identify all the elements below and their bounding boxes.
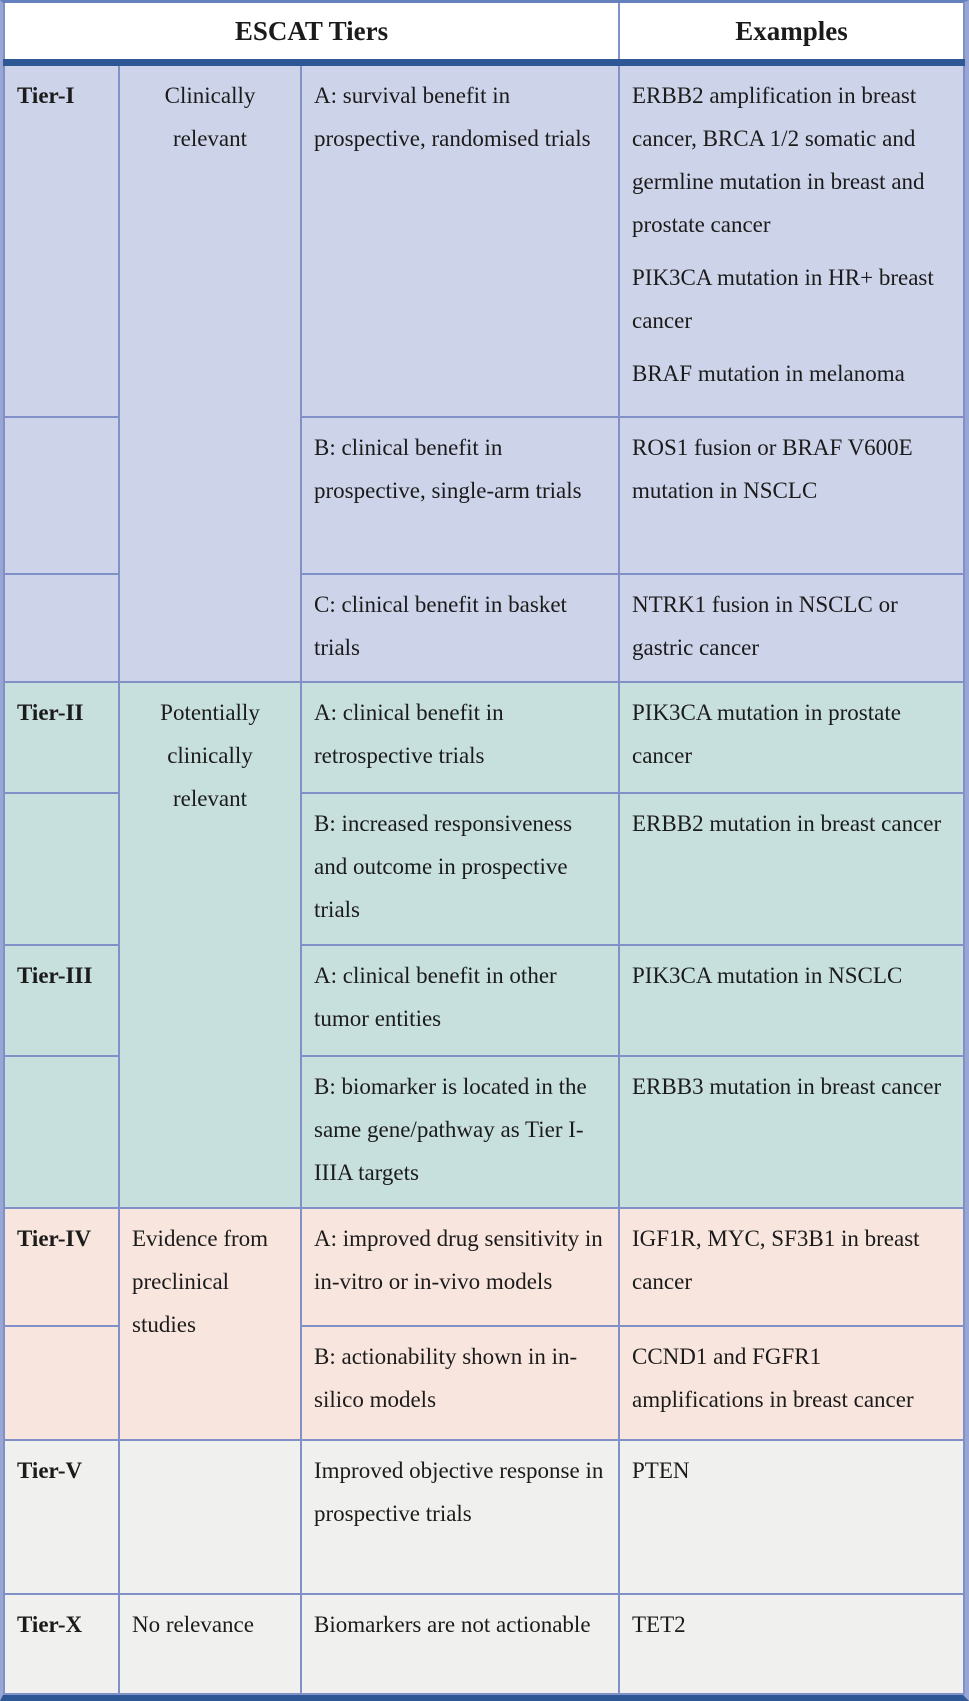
examples-cell: NTRK1 fusion in NSCLC or gastric cancer (618, 573, 965, 683)
criteria-cell: A: survival benefit in prospective, rand… (300, 61, 620, 418)
example-text: PIK3CA mutation in HR+ breast cancer (632, 265, 934, 333)
examples-cell: CCND1 and FGFR1 amplifications in breast… (618, 1325, 965, 1441)
table-row-tier1-a: Tier-I Clinically relevant A: survival b… (3, 61, 965, 683)
tier-label-tier-iii: Tier-III (3, 944, 120, 1057)
tier-label-tier-i: Tier-I (3, 61, 120, 418)
examples-cell: ERBB3 mutation in breast cancer (618, 1055, 965, 1209)
examples-cell: IGF1R, MYC, SF3B1 in breast cancer (618, 1207, 965, 1327)
criteria-cell: A: clinical benefit in other tumor entit… (300, 944, 620, 1057)
example-text: IGF1R, MYC, SF3B1 in breast cancer (632, 1226, 920, 1294)
examples-cell: ERBB2 amplification in breast cancer, BR… (618, 61, 965, 418)
example-text: ERBB2 mutation in breast cancer (632, 811, 942, 836)
example-text: PIK3CA mutation in prostate cancer (632, 700, 901, 768)
tier-label-tier-ii: Tier-II (3, 681, 120, 794)
tier-label-tier-iv: Tier-IV (3, 1207, 120, 1327)
table-row-tier4-a: Tier-IV Evidence from preclinical studie… (3, 1207, 965, 1441)
tier-label-empty (3, 416, 120, 575)
example-text: BRAF mutation in melanoma (632, 361, 905, 386)
tier-label-empty (3, 792, 120, 946)
examples-cell: PIK3CA mutation in NSCLC (618, 944, 965, 1057)
example-text: ERBB3 mutation in breast cancer (632, 1074, 942, 1099)
examples-cell: PIK3CA mutation in prostate cancer (618, 681, 965, 794)
example-text: PIK3CA mutation in NSCLC (632, 963, 903, 988)
criteria-cell: B: increased responsiveness and outcome … (300, 792, 620, 946)
example-text: CCND1 and FGFR1 amplifications in breast… (632, 1344, 914, 1412)
criteria-cell: C: clinical benefit in basket trials (300, 573, 620, 683)
criteria-cell: B: clinical benefit in prospective, sing… (300, 416, 620, 575)
relevance-cell-clinically-relevant: Clinically relevant (118, 61, 302, 683)
example-text: TET2 (632, 1612, 686, 1637)
table-row-tier2-a: Tier-II Potentially clinically relevant … (3, 681, 965, 1209)
table-row-tier3-b: B: biomarker is located in the same gene… (3, 1055, 965, 1209)
relevance-cell-preclinical-evidence: Evidence from preclinical studies (118, 1207, 302, 1441)
escat-tiers-table: ESCAT Tiers Examples Tier-I Clinically r… (3, 3, 965, 1695)
examples-cell: TET2 (618, 1593, 965, 1695)
example-text: NTRK1 fusion in NSCLC or gastric cancer (632, 592, 898, 660)
table-row-tier3-a: Tier-III A: clinical benefit in other tu… (3, 944, 965, 1057)
criteria-cell: B: actionability shown in in-silico mode… (300, 1325, 620, 1441)
table-row-tier4-b: B: actionability shown in in-silico mode… (3, 1325, 965, 1441)
relevance-cell-empty (118, 1439, 302, 1595)
relevance-cell-no-relevance: No relevance (118, 1593, 302, 1695)
tier-label-tier-x: Tier-X (3, 1593, 120, 1695)
header-row: ESCAT Tiers Examples (3, 3, 965, 66)
header-examples: Examples (618, 3, 965, 66)
tier-label-tier-v: Tier-V (3, 1439, 120, 1595)
example-text: PTEN (632, 1458, 690, 1483)
criteria-cell: A: clinical benefit in retrospective tri… (300, 681, 620, 794)
criteria-cell: Biomarkers are not actionable (300, 1593, 620, 1695)
table-row-tier1-c: C: clinical benefit in basket trials NTR… (3, 573, 965, 683)
table-row-tier2-b: B: increased responsiveness and outcome … (3, 792, 965, 946)
criteria-cell: A: improved drug sensitivity in in-vitro… (300, 1207, 620, 1327)
tier-label-empty (3, 1325, 120, 1441)
tier-label-empty (3, 573, 120, 683)
examples-cell: PTEN (618, 1439, 965, 1595)
examples-cell: ERBB2 mutation in breast cancer (618, 792, 965, 946)
relevance-cell-potentially-relevant: Potentially clinically relevant (118, 681, 302, 1209)
criteria-cell: B: biomarker is located in the same gene… (300, 1055, 620, 1209)
table-row-tier5: Tier-V Improved objective response in pr… (3, 1439, 965, 1595)
table-row-tier1-b: B: clinical benefit in prospective, sing… (3, 416, 965, 575)
table-row-tierx: Tier-X No relevance Biomarkers are not a… (3, 1593, 965, 1695)
examples-cell: ROS1 fusion or BRAF V600E mutation in NS… (618, 416, 965, 575)
tier-label-empty (3, 1055, 120, 1209)
header-escat-tiers: ESCAT Tiers (3, 3, 620, 66)
criteria-cell: Improved objective response in prospecti… (300, 1439, 620, 1595)
example-text: ERBB2 amplification in breast cancer, BR… (632, 83, 925, 237)
example-text: ROS1 fusion or BRAF V600E mutation in NS… (632, 435, 913, 503)
